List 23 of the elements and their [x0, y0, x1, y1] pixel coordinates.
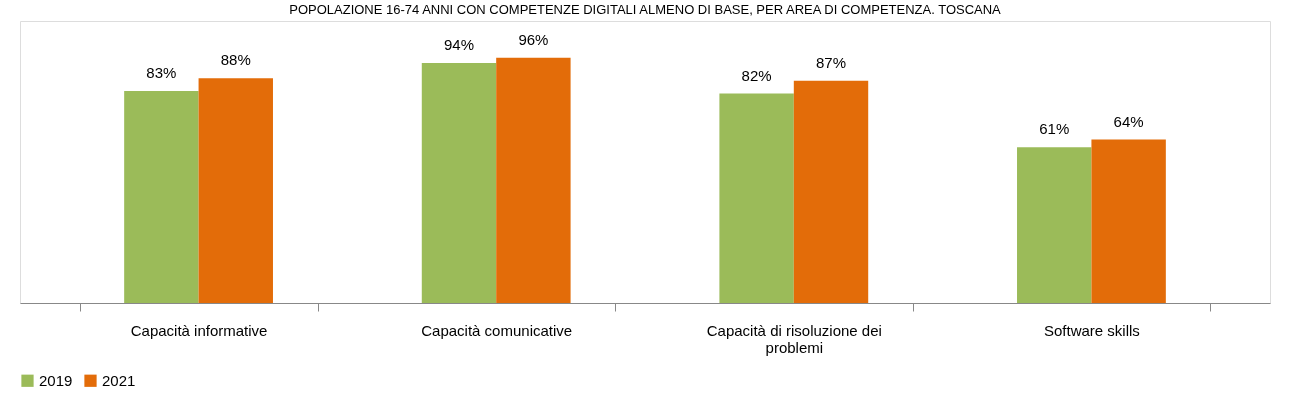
x-tick-label: Capacità comunicative [421, 321, 573, 339]
data-label: 82% [741, 66, 772, 84]
data-label: 88% [220, 51, 251, 69]
chart-title: POPOLAZIONE 16-74 ANNI CON COMPETENZE DIGITALI ALMENO DI BASE, PER AREA DI COMPETENZA. TOSCANA [289, 2, 1002, 17]
data-label: 94% [443, 35, 474, 53]
data-label: 96% [518, 30, 549, 48]
data-label: 87% [816, 53, 847, 71]
bar [496, 57, 571, 303]
x-tick-label: Software skills [1044, 321, 1140, 339]
data-label: 61% [1039, 120, 1070, 138]
x-tick-label: Capacità di risoluzione dei problemi [706, 321, 882, 356]
legend-label: 2019 [39, 371, 73, 389]
bar [1091, 139, 1166, 303]
x-tick-label: Capacità informative [130, 321, 268, 339]
bar [719, 93, 794, 303]
bar [124, 90, 199, 303]
bar [1017, 147, 1092, 303]
legend-label: 2021 [102, 371, 136, 389]
bar [793, 80, 869, 303]
data-label: 64% [1113, 112, 1144, 130]
bar [421, 62, 497, 303]
bar [198, 78, 273, 303]
data-label: 83% [146, 63, 177, 81]
